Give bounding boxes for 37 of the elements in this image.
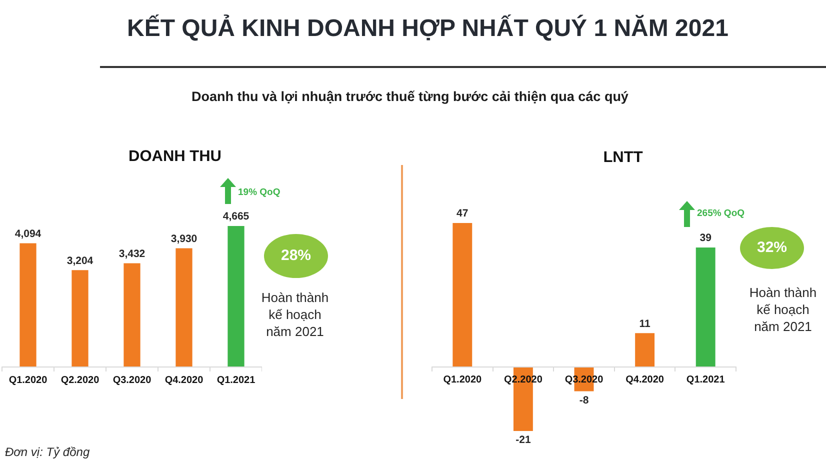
x-tick-label: Q2.2020: [60, 374, 100, 386]
text: 32%: [756, 239, 788, 257]
data-label: 4,094: [14, 228, 42, 240]
data-label: 39: [700, 232, 712, 244]
text: Hoàn thành kế hoạch năm 2021: [748, 284, 818, 335]
x-tick-label: Q1.2021: [216, 374, 256, 386]
x-tick-label: Q4.2020: [164, 374, 204, 386]
x-tick-label: Q1.2020: [443, 374, 482, 386]
chart-title: DOANH THU: [128, 148, 222, 166]
bar: [72, 270, 88, 367]
bar: [452, 223, 472, 367]
x-tick-label: Q1.2021: [686, 374, 726, 386]
data-label: 47: [456, 208, 468, 220]
bar: [176, 248, 192, 367]
bar: [124, 263, 140, 367]
chart-title: LNTT: [602, 149, 644, 167]
data-label: 3,930: [170, 232, 198, 245]
data-label: -8: [579, 394, 589, 406]
annotation: Hoàn thành kế hoạch năm 2021: [260, 289, 330, 340]
text: 28%: [280, 247, 312, 265]
text: 265% QoQ: [697, 208, 745, 219]
data-label: 11: [639, 318, 651, 330]
data-label: -21: [516, 434, 531, 446]
x-tick-label: Q3.2020: [112, 374, 152, 386]
x-tick-label: Q4.2020: [626, 374, 664, 386]
data-label: 3,204: [66, 254, 94, 267]
bar: [696, 247, 716, 367]
bar: [20, 243, 36, 367]
text: KẾT QUẢ KINH DOANH HỢP NHẤT QUÝ 1 NĂM 2021: [127, 15, 728, 43]
data-label: 4,665: [222, 210, 250, 223]
text: Đơn vị: Tỷ đồng: [5, 445, 90, 459]
data-label: 3,432: [118, 248, 146, 260]
text: 19% QoQ: [238, 187, 280, 198]
text: Doanh thu và lợi nhuận trước thuế từng bước cải thiện qua các quý: [190, 89, 630, 104]
bar: [635, 333, 655, 367]
x-tick-label: Q1.2020: [8, 374, 48, 386]
bar: [228, 226, 244, 367]
